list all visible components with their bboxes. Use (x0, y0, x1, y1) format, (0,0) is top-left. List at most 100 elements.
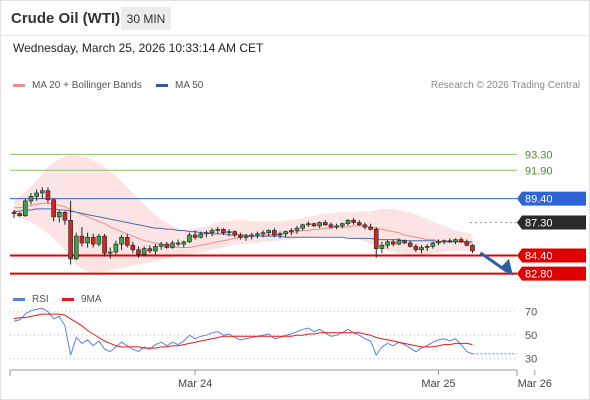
candle-body (470, 244, 475, 252)
candle-body (181, 241, 187, 245)
candle (175, 239, 181, 247)
candle (362, 222, 368, 230)
candle-body (402, 240, 407, 244)
candle-body (430, 242, 436, 247)
candle (311, 222, 317, 228)
candle (390, 239, 396, 247)
candle-body (198, 233, 204, 238)
candle-body (419, 247, 424, 251)
candle-body (368, 226, 373, 230)
candle-body (362, 224, 368, 228)
candle (68, 200, 73, 265)
candle-body (164, 243, 170, 248)
ma20-line (14, 202, 473, 248)
candle (283, 230, 288, 238)
credit-text: Research © 2026 Trading Central (430, 80, 580, 91)
candle-body (170, 242, 175, 248)
level-tag-82-80-label: 82.80 (525, 269, 553, 281)
candle (334, 223, 339, 230)
candle-body (356, 222, 362, 226)
level-tag-87-30-bg (517, 215, 586, 230)
legend-ma50: MA 50 (156, 80, 203, 91)
candle-body (447, 240, 453, 243)
candle (328, 222, 334, 229)
level-tag-82-80-bg (517, 266, 586, 281)
candle (243, 233, 249, 241)
candle-body (45, 190, 51, 201)
candle-body (424, 246, 430, 248)
candle (351, 217, 356, 225)
candle (396, 238, 402, 246)
candle (458, 237, 464, 243)
candle (385, 239, 390, 249)
candle (158, 241, 164, 250)
title-bar: Crude Oil (WTI) 30 MIN (0, 0, 588, 36)
candle-body (102, 235, 107, 254)
instrument-title: Crude Oil (WTI) (11, 10, 121, 27)
candle-body (317, 222, 322, 227)
candle (356, 220, 362, 226)
candle (62, 211, 68, 225)
candle-body (436, 241, 441, 244)
candle (402, 239, 407, 245)
candle-body (215, 229, 221, 231)
ma9-label: 9MA (81, 294, 102, 305)
candle-body (221, 229, 226, 234)
candle-body (266, 230, 272, 234)
candle (430, 241, 436, 249)
candle (272, 228, 277, 238)
candle (11, 210, 17, 218)
candle (345, 219, 351, 226)
candle (147, 245, 153, 254)
candle (373, 227, 379, 258)
candle (124, 233, 130, 248)
candle-body (96, 235, 102, 245)
legend-9ma: 9MA (62, 294, 102, 305)
candle-body (334, 225, 339, 228)
candle (238, 232, 243, 240)
timestamp: Wednesday, March 25, 2026 10:33:14 AM CE… (13, 41, 264, 55)
candle (209, 228, 215, 237)
candle (73, 232, 79, 261)
rsi-tick-50: 50 (525, 330, 537, 342)
candle (419, 245, 424, 254)
rsi-tick-30: 30 (525, 354, 537, 366)
candle (215, 227, 221, 234)
level-tag-84-40-bg (517, 248, 586, 263)
candle (260, 230, 266, 238)
candle (249, 232, 255, 240)
candle (192, 230, 198, 240)
timeframe-button[interactable]: 30 MIN (121, 7, 171, 30)
candle-body (11, 211, 17, 214)
candle (379, 241, 385, 254)
candle-body (141, 248, 147, 255)
candle (96, 233, 102, 247)
candle-body (62, 211, 68, 221)
candle (317, 221, 322, 229)
candle (294, 225, 300, 234)
candle (453, 238, 458, 245)
forecast-arrow-head (500, 258, 513, 276)
candle (34, 189, 39, 201)
candle (170, 240, 175, 249)
candle-body (124, 236, 130, 246)
legend-ma20: MA 20 + Bollinger Bands (13, 80, 142, 91)
candle-body (192, 234, 198, 238)
level-tag-84-40-label: 84.40 (525, 250, 553, 262)
candle (136, 246, 141, 258)
candle-body (153, 246, 158, 252)
ma20-label: MA 20 + Bollinger Bands (32, 80, 142, 91)
candle-body (413, 246, 419, 251)
candle-body (90, 236, 96, 245)
rsi-tick-70: 70 (525, 307, 537, 319)
candle-body (289, 230, 294, 232)
candle-body (277, 233, 283, 236)
candle-body (311, 223, 317, 227)
candle-body (373, 229, 379, 249)
candle (289, 228, 294, 236)
candle (141, 246, 147, 257)
candle-body (260, 232, 266, 235)
candle-body (379, 244, 385, 249)
ma9-swatch (62, 298, 74, 301)
